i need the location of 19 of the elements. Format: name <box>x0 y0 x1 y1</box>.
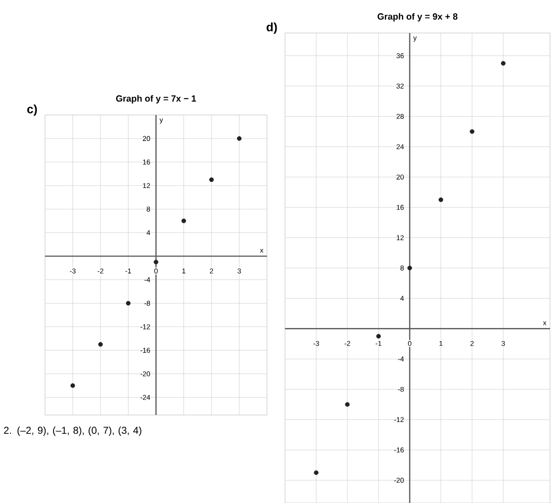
point <box>470 129 474 134</box>
point <box>126 300 131 306</box>
point <box>236 136 242 141</box>
point <box>376 334 381 339</box>
point <box>209 177 214 182</box>
chart-title: Graph of y = 9x + 8 <box>378 13 458 22</box>
point <box>438 197 444 202</box>
chart-title: Graph of y = 7x − 1 <box>116 95 196 104</box>
point <box>98 342 103 347</box>
text: d) <box>266 22 277 34</box>
text: c) <box>27 104 37 116</box>
point <box>500 61 506 66</box>
point <box>407 266 412 270</box>
point <box>345 402 350 407</box>
point <box>314 470 318 475</box>
text: 2. (–2, 9), (–1, 8), (0, 7), (3, 4) <box>4 426 142 436</box>
point <box>181 218 186 224</box>
point <box>154 260 158 264</box>
point <box>70 383 76 388</box>
